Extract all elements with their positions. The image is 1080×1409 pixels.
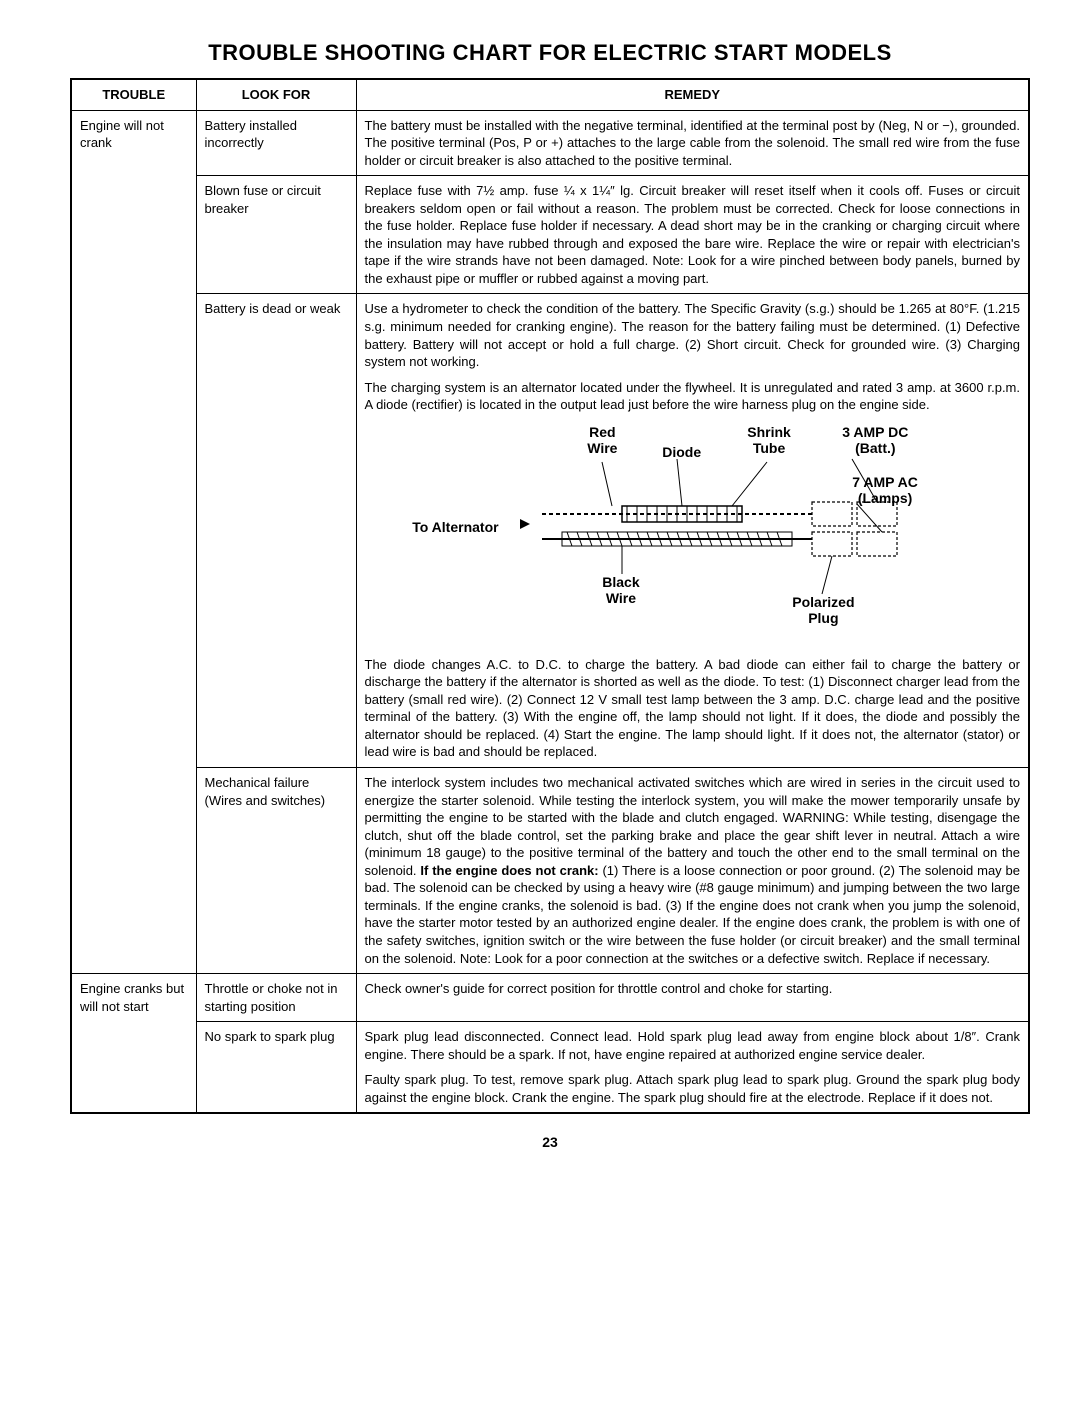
look-for-cell: No spark to spark plug bbox=[196, 1022, 356, 1114]
remedy-cell: Check owner's guide for correct position… bbox=[356, 974, 1029, 1022]
page-number: 23 bbox=[70, 1134, 1030, 1150]
table-row: No spark to spark plugSpark plug lead di… bbox=[71, 1022, 1029, 1114]
header-trouble: TROUBLE bbox=[71, 79, 196, 110]
table-row: Battery is dead or weakUse a hydrometer … bbox=[71, 294, 1029, 768]
look-for-cell: Mechanical failure (Wires and switches) bbox=[196, 768, 356, 974]
look-for-cell: Battery installed incorrectly bbox=[196, 110, 356, 176]
header-look: LOOK FOR bbox=[196, 79, 356, 110]
troubleshooting-table: TROUBLE LOOK FOR REMEDY Engine will not … bbox=[70, 78, 1030, 1114]
table-row: Blown fuse or circuit breakerReplace fus… bbox=[71, 176, 1029, 294]
table-row: Engine will not crankBattery installed i… bbox=[71, 110, 1029, 176]
remedy-cell: Spark plug lead disconnected. Connect le… bbox=[356, 1022, 1029, 1114]
remedy-cell: The interlock system includes two mechan… bbox=[356, 768, 1029, 974]
remedy-cell: Replace fuse with 7½ amp. fuse ¼ x 1¼″ l… bbox=[356, 176, 1029, 294]
remedy-cell: Use a hydrometer to check the condition … bbox=[356, 294, 1029, 768]
trouble-cell: Engine will not crank bbox=[71, 110, 196, 974]
table-row: Engine cranks but will not startThrottle… bbox=[71, 974, 1029, 1022]
table-row: Mechanical failure (Wires and switches)T… bbox=[71, 768, 1029, 974]
wiring-diagram: RedWire Diode ShrinkTube 3 AMP DC(Batt.)… bbox=[412, 424, 972, 644]
trouble-cell: Engine cranks but will not start bbox=[71, 974, 196, 1114]
look-for-cell: Throttle or choke not in starting positi… bbox=[196, 974, 356, 1022]
header-remedy: REMEDY bbox=[356, 79, 1029, 110]
look-for-cell: Blown fuse or circuit breaker bbox=[196, 176, 356, 294]
page-title: TROUBLE SHOOTING CHART FOR ELECTRIC STAR… bbox=[70, 40, 1030, 66]
look-for-cell: Battery is dead or weak bbox=[196, 294, 356, 768]
wiring-svg bbox=[412, 424, 972, 644]
remedy-cell: The battery must be installed with the n… bbox=[356, 110, 1029, 176]
